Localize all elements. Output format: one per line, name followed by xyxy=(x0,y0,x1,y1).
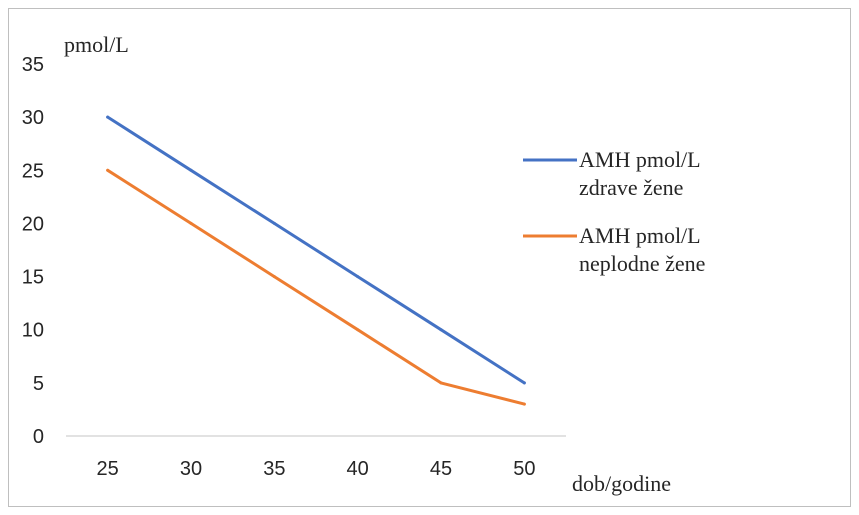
chart-frame xyxy=(8,8,851,507)
data-point xyxy=(439,328,443,332)
series-line-1 xyxy=(106,115,526,385)
x-tick-label: 50 xyxy=(513,458,535,480)
y-tick-label: 25 xyxy=(22,160,44,182)
y-tick-label: 20 xyxy=(22,213,44,235)
x-axis-title: dob/godine xyxy=(572,471,671,496)
data-point xyxy=(272,221,276,225)
data-point xyxy=(356,275,360,279)
y-axis-title: pmol/L xyxy=(64,32,129,57)
y-tick-label: 35 xyxy=(22,54,44,76)
data-point xyxy=(522,402,526,406)
y-tick-label: 0 xyxy=(33,426,44,448)
data-point xyxy=(189,221,193,225)
legend-label-2: AMH pmol/L xyxy=(579,223,701,248)
data-point xyxy=(272,275,276,279)
series-line-2 xyxy=(106,168,526,406)
data-point xyxy=(522,381,526,385)
data-point xyxy=(439,381,443,385)
data-point xyxy=(106,168,110,172)
y-tick-label: 30 xyxy=(22,107,44,129)
y-tick-label: 15 xyxy=(22,267,44,289)
legend-label-2: neplodne žene xyxy=(579,251,705,276)
x-tick-label: 40 xyxy=(347,458,369,480)
y-tick-label: 10 xyxy=(22,320,44,342)
x-tick-label: 30 xyxy=(180,458,202,480)
y-tick-label: 5 xyxy=(33,373,44,395)
legend-label-1: AMH pmol/L xyxy=(579,147,701,172)
x-tick-label: 45 xyxy=(430,458,452,480)
data-point xyxy=(189,168,193,172)
data-point xyxy=(356,328,360,332)
x-tick-label: 35 xyxy=(263,458,285,480)
data-point xyxy=(106,115,110,119)
legend-label-1: zdrave žene xyxy=(579,175,683,200)
x-tick-label: 25 xyxy=(97,458,119,480)
